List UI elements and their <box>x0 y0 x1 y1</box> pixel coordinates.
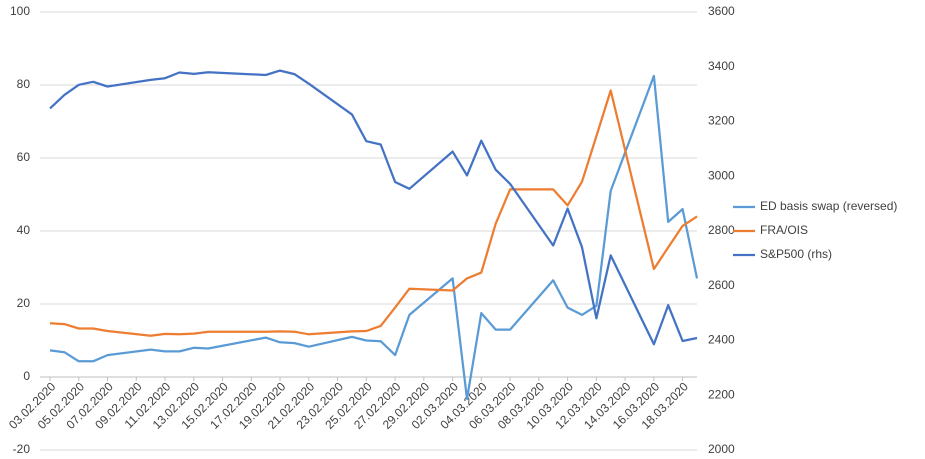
y-tick-label: -20 <box>13 442 31 456</box>
y2-tick-label: 2600 <box>708 278 735 292</box>
y2-tick-label: 2800 <box>708 223 735 237</box>
y-tick-label: 100 <box>10 4 30 18</box>
legend-label: S&P500 (rhs) <box>760 247 832 261</box>
series-line <box>49 74 699 401</box>
legend-label: FRA/OIS <box>760 223 808 237</box>
y-tick-label: 60 <box>17 150 31 164</box>
series-line <box>49 69 698 346</box>
series-line <box>49 89 698 337</box>
y2-tick-label: 2000 <box>708 442 735 456</box>
y-tick-label: 80 <box>17 77 31 91</box>
y-tick-label: 40 <box>17 223 31 237</box>
y-tick-label: 20 <box>17 296 31 310</box>
legend-label: ED basis swap (reversed) <box>760 199 897 213</box>
y2-tick-label: 3400 <box>708 59 735 73</box>
y-tick-label: 0 <box>23 369 30 383</box>
y2-tick-label: 3600 <box>708 4 735 18</box>
y2-tick-label: 3000 <box>708 168 735 182</box>
y2-tick-label: 2400 <box>708 333 735 347</box>
y2-tick-label: 2200 <box>708 387 735 401</box>
y2-tick-label: 3200 <box>708 114 735 128</box>
